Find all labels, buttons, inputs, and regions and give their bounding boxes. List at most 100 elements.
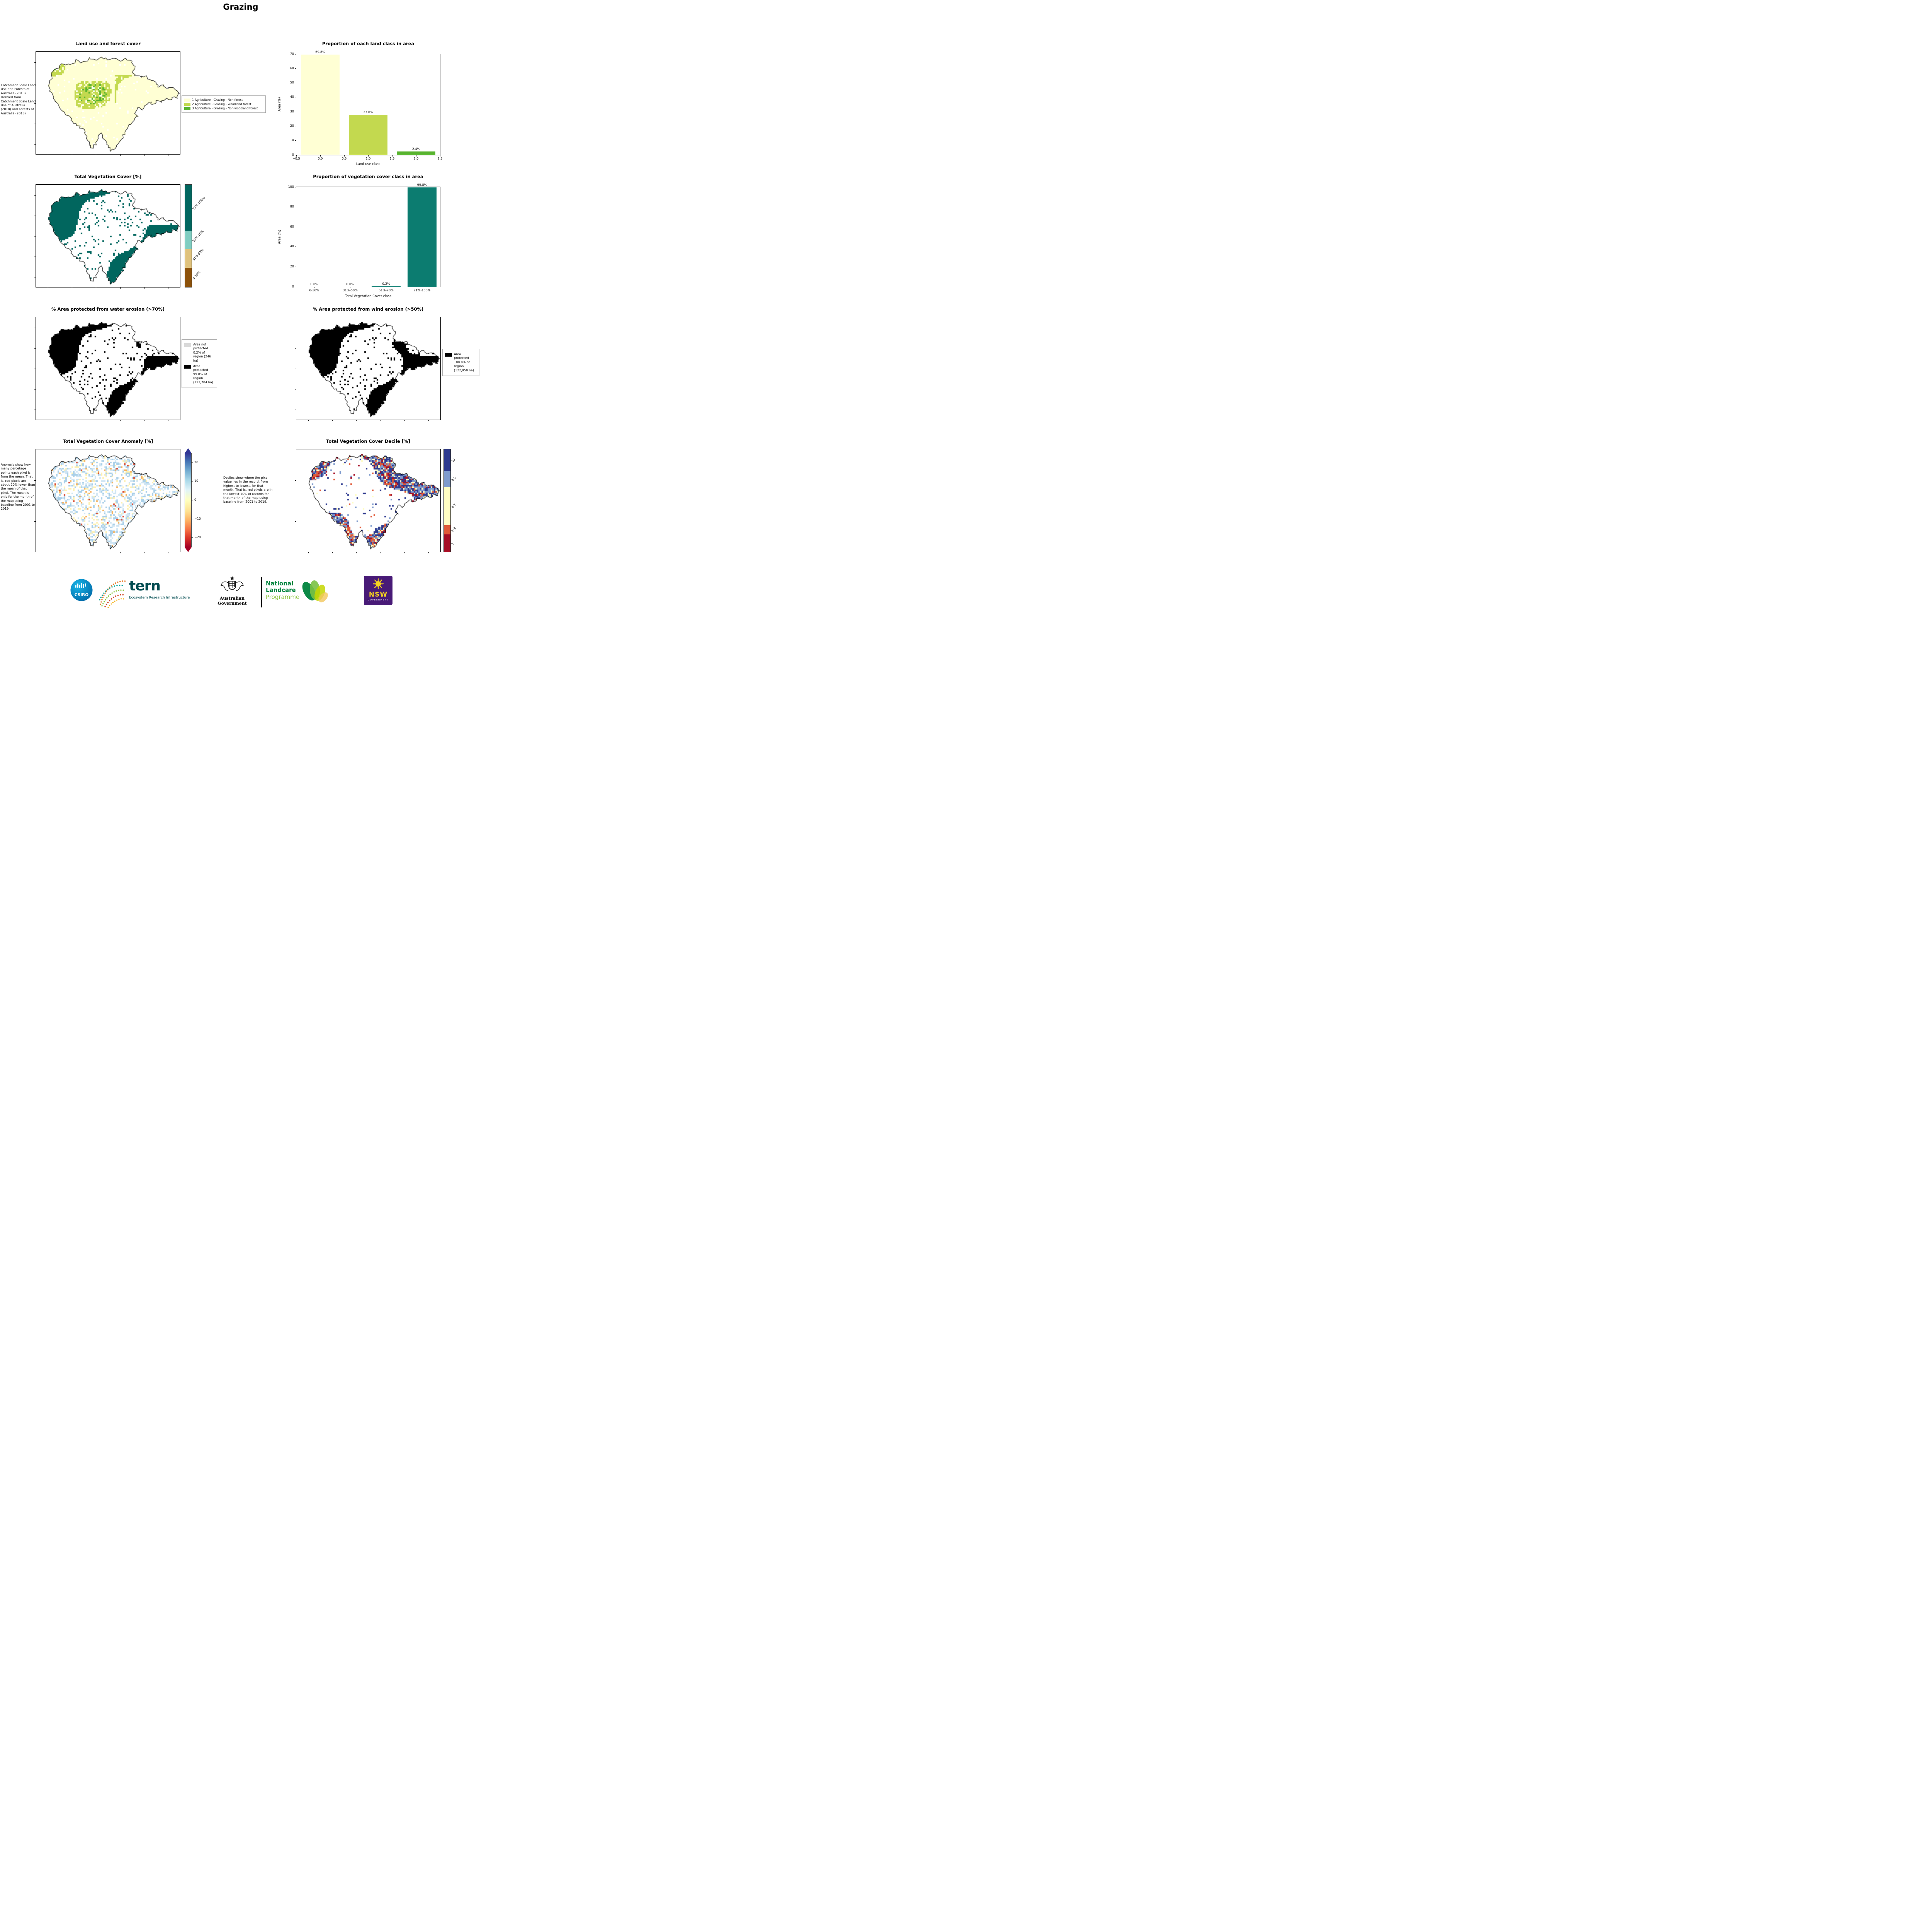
colorbar-segment — [185, 249, 192, 268]
water-erosion-map — [34, 317, 180, 421]
legend-item: Area protected 100.0% of region (122,950… — [445, 352, 477, 372]
map-axis-tick — [308, 552, 309, 553]
legend-item: Area not protected 0.2% of region (246 h… — [184, 343, 214, 363]
colorbar-segment — [185, 267, 192, 287]
colorbar-tick-label: −20 — [194, 536, 201, 539]
y-tick-label: 80 — [290, 205, 294, 209]
x-tick-label: 1.0 — [365, 157, 371, 160]
veg-cover-colorbar: 71%-100% 51%-70% 31%-50% 0-30% — [185, 184, 206, 287]
legend-swatch-protected — [184, 364, 191, 369]
map-axis-tick — [295, 480, 296, 481]
x-tick-label: 31%-50% — [343, 289, 358, 292]
page-title: Grazing — [223, 2, 258, 12]
anomaly-map-canvas — [36, 449, 180, 552]
x-tick-label: −0.5 — [292, 157, 300, 160]
x-tick-label: 1.5 — [389, 157, 395, 160]
veg-class-chart-xlabel: Total Vegetation Cover class — [345, 294, 391, 298]
map-axis-tick — [120, 287, 121, 289]
legend-label-protected: Area protected 99.8% of region (122,704 … — [193, 364, 213, 384]
decile-note: Deciles show where the pixel value lies … — [223, 476, 273, 504]
map-axis-tick — [332, 552, 333, 553]
nsw-government-logo: NSW GOVERNMENT — [364, 576, 392, 605]
land-use-annotation: Catchment Scale Land Use and Forests of … — [1, 83, 36, 115]
y-tick-label: 20 — [290, 124, 294, 128]
veg-class-bar-chart: 0 20 40 60 80 100 0-30% 31%-50% 51%-70% 71%-100% 0… — [288, 183, 440, 292]
map-axis-tick — [120, 420, 121, 421]
map-axis-tick — [34, 103, 36, 104]
nsw-label: NSW — [369, 591, 388, 599]
bar-value-label: 2.4% — [412, 147, 420, 151]
x-tick-label: 0.5 — [342, 157, 347, 160]
legend-item: Area protected 99.8% of region (122,704 … — [184, 364, 214, 384]
y-tick-label: 50 — [290, 81, 294, 85]
land-use-legend: 1 Agriculture - Grazing - Non forest 2 A… — [182, 95, 266, 113]
tern-tagline: Ecosystem Research Infrastructure — [129, 596, 190, 600]
colorbar-label: 71%-100% — [192, 196, 206, 211]
map-axis-tick — [356, 420, 357, 421]
land-class-chart-xlabel: Land use class — [356, 162, 381, 166]
map-axis-tick — [404, 420, 405, 421]
x-tick — [368, 155, 369, 156]
anomaly-note: Anomaly show how many percetage points e… — [1, 463, 35, 511]
wind-erosion-map-canvas — [296, 317, 440, 420]
bar-value-label: 0.2% — [382, 282, 390, 286]
colorbar-segment — [444, 487, 450, 526]
coat-of-arms-icon — [220, 576, 244, 591]
map-axis-tick — [34, 348, 36, 349]
australian-government-logo: Australian Government — [206, 575, 258, 606]
y-tick-label: 70 — [290, 52, 294, 56]
map-axis-tick — [404, 552, 405, 553]
report-page: Grazing Land use and forest cover Catchm… — [0, 0, 481, 611]
landcare-line1: National — [266, 580, 294, 587]
colorbar-extend-min-arrow — [185, 547, 192, 552]
land-class-chart-ylabel: Area (%) — [278, 97, 282, 112]
water-erosion-legend: Area not protected 0.2% of region (246 h… — [182, 339, 217, 388]
x-tick-label: 0-30% — [309, 289, 319, 292]
colorbar-segment — [444, 449, 450, 471]
y-tick-label: 40 — [290, 95, 294, 99]
bar — [408, 187, 437, 287]
legend-swatch-non-woodland — [184, 107, 190, 110]
wind-erosion-map — [295, 317, 441, 421]
bar — [372, 286, 401, 287]
map-axis-tick — [332, 420, 333, 421]
map-axis-tick — [428, 420, 429, 421]
decile-map-title: Total Vegetation Cover Decile [%] — [326, 439, 410, 444]
bar — [349, 115, 387, 155]
legend-swatch-not-protected — [184, 343, 191, 347]
legend-item: 2 Agriculture - Grazing - Woodland fores… — [184, 102, 263, 106]
logo-divider — [261, 577, 262, 607]
colorbar-extend-max-arrow — [185, 448, 192, 453]
x-tick-label: 51%-70% — [379, 289, 394, 292]
x-tick — [296, 155, 297, 156]
y-tick-label: 0 — [292, 284, 294, 288]
legend-label-non-woodland: 3 Agriculture - Grazing - Non-woodland f… — [192, 107, 258, 110]
x-tick-label: 0.0 — [318, 157, 323, 160]
landcare-line3: Programme — [266, 593, 300, 600]
legend-swatch-non-forest — [184, 98, 190, 102]
land-use-map — [34, 51, 180, 156]
bar-value-label: 0.0% — [346, 282, 354, 286]
y-tick-label: 10 — [290, 138, 294, 142]
land-class-chart-title: Proportion of each land class in area — [322, 41, 415, 46]
colorbar-segment — [185, 231, 192, 249]
colorbar-segment — [444, 534, 450, 552]
legend-item: 3 Agriculture - Grazing - Non-woodland f… — [184, 107, 263, 110]
map-axis-tick — [34, 62, 36, 63]
y-tick-label: 20 — [290, 264, 294, 268]
veg-cover-map-title: Total Vegetation Cover [%] — [74, 174, 142, 179]
legend-item: 1 Agriculture - Grazing - Non forest — [184, 98, 263, 102]
legend-label-protected: Area protected 100.0% of region (122,950… — [454, 352, 474, 372]
colorbar-segment — [444, 471, 450, 488]
csiro-label: CSIRO — [75, 593, 88, 597]
csiro-emblem: CSIRO — [70, 579, 93, 601]
colorbar-tick-label: 0 — [194, 498, 197, 502]
nsw-sub-label: GOVERNMENT — [367, 599, 389, 601]
y-tick-label: 100 — [288, 185, 294, 189]
colorbar-label: 4-7 — [450, 503, 457, 509]
x-tick — [320, 155, 321, 156]
map-axis-tick — [34, 521, 36, 522]
legend-label-non-forest: 1 Agriculture - Grazing - Non forest — [192, 98, 243, 102]
land-class-bar-chart: 0 10 20 30 40 50 60 70 −0.5 0.0 0.5 1.0 1.5 2.0 2.5 69.… — [290, 50, 443, 160]
colorbar-tick-label: 10 — [194, 479, 199, 483]
